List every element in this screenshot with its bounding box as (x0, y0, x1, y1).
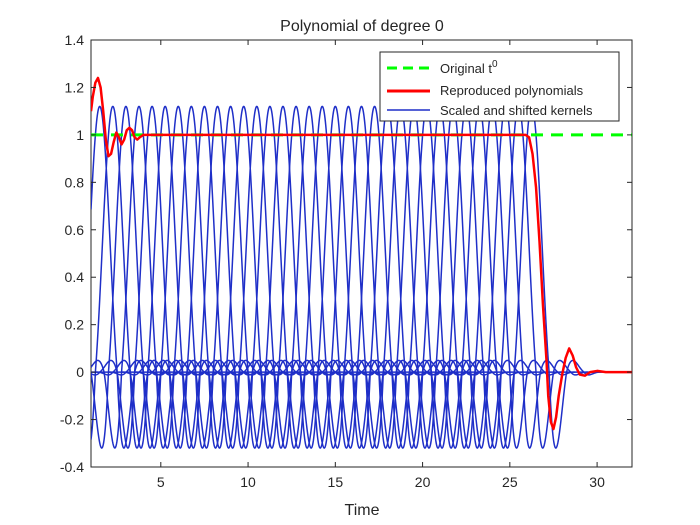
kernel-curve (265, 105, 406, 449)
y-tick-label: 1.2 (65, 79, 85, 95)
axis-ticks: 5 10 15 20 25 30 -0.4 -0.2 0 0.2 0.4 0.6 0.8 1 1.2 1.4 (60, 32, 632, 490)
x-tick-label: 30 (589, 474, 605, 490)
kernel-curve (91, 105, 183, 449)
kernel-curve (147, 105, 288, 449)
x-tick-label: 15 (328, 474, 344, 490)
series-reproduced-line (91, 76, 632, 431)
kernel-curve (121, 105, 262, 449)
kernel-curve (95, 105, 235, 449)
legend-label-original-base: Original t (440, 61, 492, 76)
kernel-curve (186, 105, 327, 449)
y-tick-label: 0 (76, 364, 84, 380)
y-tick-label: 0.4 (65, 269, 85, 285)
kernel-curve (304, 105, 445, 449)
kernel-curve (134, 105, 275, 449)
x-tick-label: 25 (502, 474, 518, 490)
series-lines (91, 76, 632, 431)
legend: Original t0 Reproduced polynomials Scale… (379, 51, 620, 122)
kernel-curve (291, 105, 432, 449)
kernel-curve (213, 105, 353, 449)
y-tick-label: -0.4 (60, 459, 84, 475)
y-tick-label: 0.6 (65, 222, 85, 238)
y-tick-label: 0.8 (65, 174, 85, 190)
x-tick-label: 20 (415, 474, 431, 490)
kernel-curve (91, 105, 209, 449)
legend-box (379, 51, 620, 122)
x-tick-label: 10 (240, 474, 256, 490)
kernel-curve (278, 105, 419, 449)
legend-label-reproduced: Reproduced polynomials (440, 83, 584, 98)
y-tick-label: 1 (76, 127, 84, 143)
y-tick-label: 1.4 (65, 32, 85, 48)
kernel-curve (160, 105, 301, 449)
x-axis-label: Time (345, 502, 380, 519)
kernel-curve (108, 105, 249, 449)
chart-title: Polynomial of degree 0 (280, 18, 444, 35)
legend-label-original-sup: 0 (492, 59, 498, 70)
kernel-curve (200, 105, 340, 449)
kernel-curve (239, 105, 379, 449)
y-tick-label: -0.2 (60, 412, 84, 428)
kernel-curve (226, 105, 366, 449)
legend-label-original: Original t0 (440, 59, 498, 76)
y-tick-label: 0.2 (65, 317, 85, 333)
legend-label-kernels: Scaled and shifted kernels (440, 103, 593, 118)
kernel-curve (173, 105, 314, 449)
kernel-curve (252, 105, 393, 449)
x-tick-label: 5 (157, 474, 165, 490)
